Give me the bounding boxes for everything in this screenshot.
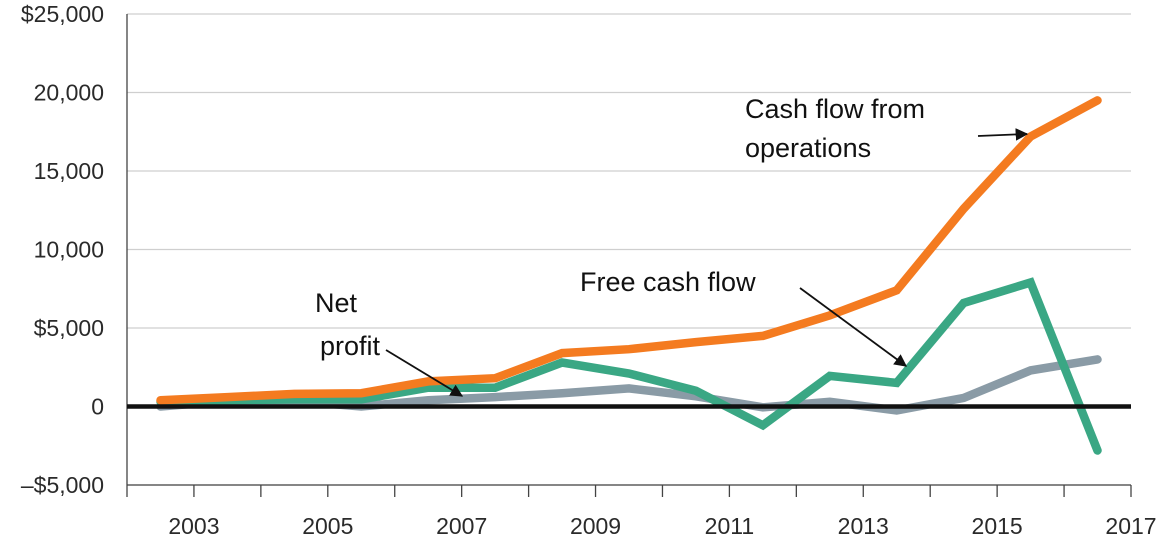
x-tick-label: 2007	[436, 513, 487, 536]
y-tick-label: 0	[91, 394, 104, 420]
series-layer	[127, 96, 1131, 455]
annotation-label: Net	[315, 288, 358, 318]
y-tick-label: $5,000	[34, 315, 104, 341]
series-line-free-cash-flow	[156, 277, 1102, 455]
x-tick-label: 2015	[972, 513, 1023, 536]
x-tick-label: 2011	[705, 513, 754, 536]
x-tick-label: 2013	[838, 513, 889, 536]
annotation-label: profit	[320, 331, 381, 361]
series-line-cash-flow-from-operations	[156, 96, 1102, 405]
annotation-arrow	[799, 287, 908, 367]
annotation-label: Cash flow from	[745, 94, 925, 124]
annotation-label: operations	[745, 133, 871, 163]
annotations: Cash flow from operations Free cash flow Ne…	[315, 94, 1029, 397]
x-tick-label: 2005	[302, 513, 353, 536]
y-tick-label: 15,000	[34, 158, 104, 184]
gridlines	[127, 13, 1131, 486]
annotation-label: Free cash flow	[580, 267, 756, 297]
x-tick-label: 2009	[570, 513, 621, 536]
y-tick-label: $25,000	[21, 1, 104, 27]
annotation-arrow	[977, 128, 1029, 141]
y-tick-label: 10,000	[34, 237, 104, 263]
y-tick-label: 20,000	[34, 80, 104, 106]
y-tick-label: –$5,000	[21, 472, 104, 498]
axes: –$5,000 0 $5,000 10,000 15,000 20,000 $25,000 2…	[21, 1, 1157, 536]
annotation-arrow	[385, 349, 464, 397]
x-tick-label: 2003	[168, 513, 219, 536]
x-tick-label: 2017	[1105, 513, 1156, 536]
